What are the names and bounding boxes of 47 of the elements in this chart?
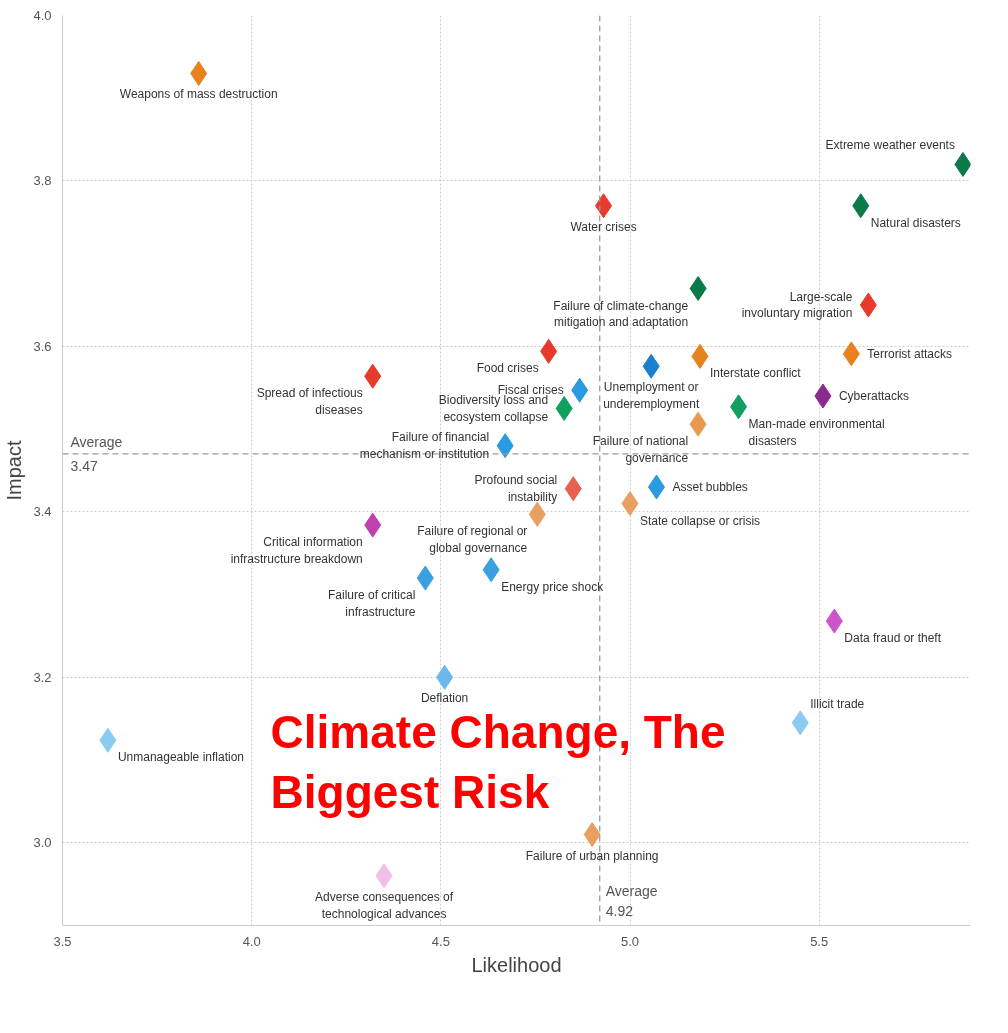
data-label: Spread of infectious diseases — [256, 386, 363, 417]
data-label: Extreme weather events — [825, 138, 955, 153]
data-label: Adverse consequences of technological advances — [315, 889, 454, 921]
data-label: Large-scale involuntary migration — [741, 289, 853, 321]
data-label: Failure of national governance — [592, 434, 689, 465]
data-label: Deflation — [420, 691, 469, 706]
x-tick-label: 5.0 — [620, 933, 640, 949]
data-label: Unmanageable inflation — [117, 750, 244, 765]
point — [689, 276, 707, 301]
data-label: Interstate conflict — [709, 366, 802, 381]
data-label: Asset bubbles — [672, 480, 748, 495]
data-label: Energy price shock — [501, 579, 605, 594]
point — [583, 822, 601, 847]
data-label: Unemployment or underemployment — [603, 380, 700, 412]
y-axis-title: Impact — [3, 440, 26, 501]
data-label: Man-made environmental disasters — [748, 416, 885, 448]
y-tick-label: 4.0 — [33, 8, 52, 23]
data-label: Natural disasters — [870, 215, 961, 230]
data-label: Biodiversity loss and ecosystem collapse — [438, 393, 549, 424]
ref-line-label: Average 3.47 — [70, 433, 123, 474]
y-tick-label: 3.4 — [33, 504, 52, 520]
data-label: Data fraud or theft — [844, 631, 942, 646]
ref-line-label: Average 4.92 — [605, 882, 658, 920]
data-label: Food crises — [476, 361, 539, 376]
data-label: State collapse or crisis — [640, 513, 761, 528]
data-label: Terrorist attacks — [867, 346, 953, 361]
y-tick-label: 3.2 — [33, 669, 52, 685]
data-label: Weapons of mass destruction — [119, 87, 278, 102]
text: Climate Change, The Biggest Risk — [270, 706, 726, 819]
x-axis-title: Likelihood — [471, 953, 562, 976]
x-tick-label: 4.5 — [431, 933, 450, 949]
data-label: Cyberattacks — [838, 389, 909, 404]
y-tick-label: 3.6 — [33, 338, 52, 354]
x-tick-label: 5.5 — [810, 933, 829, 949]
data-label: Illicit trade — [810, 696, 865, 711]
data-label: Failure of urban planning — [525, 848, 659, 863]
data-label: Profound social instability — [474, 473, 558, 505]
y-tick-label: 3.0 — [33, 835, 52, 851]
data-label: Failure of critical infrastructure — [327, 588, 416, 619]
y-tick-label: 3.8 — [33, 173, 52, 189]
data-label: Failure of financial mechanism or institution — [359, 430, 490, 462]
data-label: Critical information infrastructure breakdown — [230, 535, 363, 566]
data-label: Failure of regional or global governance — [417, 524, 528, 556]
x-tick-label: 3.5 — [53, 933, 72, 949]
data-label: Failure of climate-change mitigation and adaptation — [553, 298, 689, 330]
x-tick-label: 4.0 — [242, 933, 261, 949]
data-label: Water crises — [570, 219, 637, 234]
